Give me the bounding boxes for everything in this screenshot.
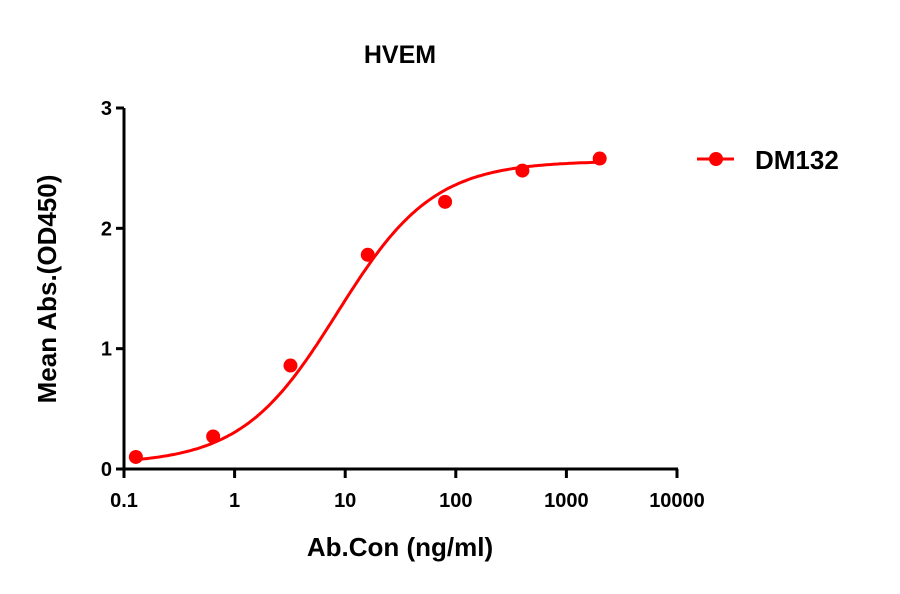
legend: DM132 <box>697 145 839 175</box>
x-axis-label: Ab.Con (ng/ml) <box>307 532 493 562</box>
x-tick-label: 1 <box>229 490 240 512</box>
y-tick-label: 1 <box>101 339 112 361</box>
x-tick-label: 1000 <box>544 490 589 512</box>
legend-marker-icon <box>709 152 723 166</box>
legend-label: DM132 <box>755 145 839 175</box>
x-tick-label: 0.1 <box>110 490 138 512</box>
data-point <box>515 163 530 178</box>
x-tick-label: 10 <box>334 490 356 512</box>
data-point <box>360 247 375 262</box>
fit-curve <box>135 160 600 462</box>
data-point <box>592 151 607 166</box>
y-tick-label: 2 <box>101 218 112 240</box>
y-axis-label: Mean Abs.(OD450) <box>32 175 62 404</box>
data-point <box>283 358 298 373</box>
axes: 0 1 2 3 0.1 1 10 100 1000 10000 <box>101 98 705 512</box>
x-tick-label: 10000 <box>649 490 705 512</box>
data-point <box>128 449 143 464</box>
data-point <box>206 429 221 444</box>
y-tick-label: 0 <box>101 459 112 481</box>
x-tick-label: 100 <box>439 490 472 512</box>
plot-area <box>128 151 607 464</box>
data-point <box>438 194 453 209</box>
y-tick-label: 3 <box>101 98 112 120</box>
chart-title: HVEM <box>364 41 436 69</box>
